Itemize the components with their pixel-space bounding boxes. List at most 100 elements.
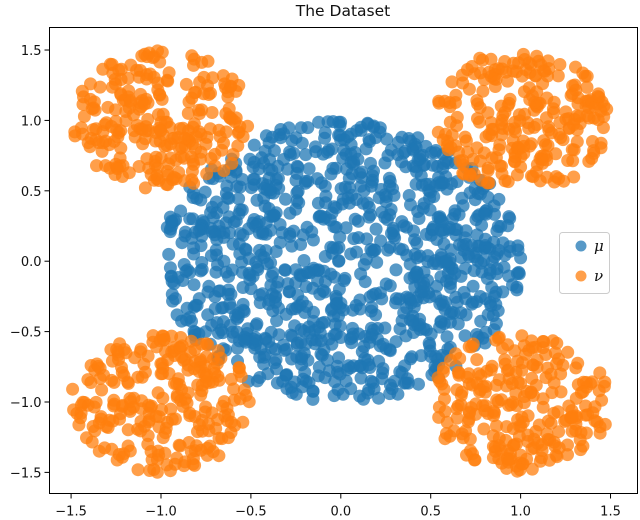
data-point-nu bbox=[170, 388, 184, 402]
data-point-nu bbox=[541, 139, 555, 152]
data-point-nu bbox=[436, 133, 450, 147]
data-point-mu bbox=[451, 317, 465, 331]
data-point-nu bbox=[511, 375, 525, 389]
data-point-nu bbox=[467, 167, 481, 181]
data-point-nu bbox=[95, 383, 109, 397]
data-point-nu bbox=[142, 46, 156, 60]
data-point-nu bbox=[138, 365, 152, 379]
data-point-mu bbox=[312, 360, 326, 374]
data-point-nu bbox=[450, 402, 464, 416]
data-point-nu bbox=[586, 135, 599, 148]
data-point-nu bbox=[576, 375, 590, 389]
data-point-nu bbox=[241, 119, 255, 133]
data-point-nu bbox=[123, 94, 137, 107]
data-point-mu bbox=[409, 294, 423, 308]
data-point-mu bbox=[395, 215, 409, 229]
data-point-mu bbox=[379, 195, 393, 209]
data-point-nu bbox=[227, 393, 241, 407]
data-point-nu bbox=[443, 100, 457, 114]
data-point-mu bbox=[270, 314, 284, 328]
data-point-mu bbox=[337, 143, 351, 157]
data-point-mu bbox=[187, 278, 201, 292]
data-point-nu bbox=[516, 47, 530, 61]
data-point-nu bbox=[476, 53, 489, 67]
data-point-mu bbox=[270, 376, 284, 390]
data-point-nu bbox=[121, 423, 135, 437]
data-point-nu bbox=[587, 146, 601, 160]
data-point-mu bbox=[440, 274, 453, 288]
data-point-nu bbox=[123, 404, 137, 418]
data-point-mu bbox=[273, 218, 287, 231]
data-point-mu bbox=[299, 280, 313, 294]
data-point-nu bbox=[112, 448, 126, 461]
data-point-nu bbox=[576, 385, 590, 399]
data-point-nu bbox=[185, 49, 199, 63]
data-point-mu bbox=[295, 136, 309, 150]
data-point-nu bbox=[182, 95, 196, 109]
data-point-mu bbox=[510, 283, 524, 297]
data-point-nu bbox=[77, 90, 90, 104]
data-point-mu bbox=[424, 350, 438, 363]
data-point-mu bbox=[270, 280, 284, 294]
data-point-nu bbox=[135, 94, 149, 108]
data-point-nu bbox=[86, 123, 100, 137]
data-point-mu bbox=[373, 339, 387, 353]
data-point-mu bbox=[354, 371, 368, 385]
data-point-nu bbox=[187, 58, 200, 72]
data-point-mu bbox=[305, 225, 319, 239]
data-point-nu bbox=[462, 367, 476, 381]
data-point-nu bbox=[202, 88, 216, 101]
data-point-mu bbox=[334, 182, 348, 196]
data-point-nu bbox=[151, 76, 165, 90]
data-point-nu bbox=[461, 63, 474, 76]
data-point-mu bbox=[299, 174, 313, 188]
data-point-mu bbox=[481, 308, 495, 322]
data-point-mu bbox=[380, 132, 394, 146]
data-point-mu bbox=[255, 151, 268, 165]
data-point-nu bbox=[482, 127, 496, 141]
data-point-mu bbox=[374, 234, 388, 248]
data-point-nu bbox=[519, 63, 533, 77]
data-point-nu bbox=[227, 382, 241, 396]
data-point-mu bbox=[175, 236, 189, 250]
data-point-nu bbox=[232, 361, 246, 375]
data-point-mu bbox=[225, 263, 239, 277]
data-point-nu bbox=[215, 432, 229, 446]
data-point-mu bbox=[287, 224, 301, 238]
data-point-mu bbox=[375, 205, 389, 219]
data-point-nu bbox=[481, 106, 495, 120]
data-point-mu bbox=[387, 229, 401, 243]
data-point-nu bbox=[114, 141, 128, 155]
data-point-mu bbox=[271, 159, 285, 173]
data-point-mu bbox=[310, 172, 324, 186]
data-point-mu bbox=[421, 255, 435, 269]
data-point-mu bbox=[185, 314, 198, 328]
data-point-nu bbox=[165, 412, 179, 426]
data-point-nu bbox=[543, 453, 556, 467]
x-tick-label: 0.0 bbox=[330, 505, 351, 520]
data-point-nu bbox=[66, 382, 80, 396]
data-point-mu bbox=[406, 314, 419, 328]
data-point-nu bbox=[173, 439, 187, 453]
data-point-mu bbox=[289, 263, 303, 277]
data-point-nu bbox=[541, 414, 555, 428]
data-point-nu bbox=[513, 463, 527, 477]
data-point-nu bbox=[547, 106, 561, 119]
data-point-nu bbox=[549, 170, 563, 184]
data-point-nu bbox=[93, 372, 107, 385]
data-point-nu bbox=[482, 176, 496, 190]
data-point-nu bbox=[168, 457, 182, 471]
data-point-mu bbox=[489, 317, 503, 331]
data-point-mu bbox=[405, 350, 419, 364]
data-point-mu bbox=[399, 329, 413, 343]
data-point-mu bbox=[352, 231, 365, 245]
data-point-nu bbox=[443, 115, 457, 129]
data-point-mu bbox=[187, 247, 201, 261]
data-point-nu bbox=[526, 170, 540, 184]
data-point-nu bbox=[554, 367, 568, 381]
data-point-nu bbox=[156, 391, 170, 405]
data-point-nu bbox=[105, 354, 119, 368]
data-point-mu bbox=[233, 247, 247, 261]
data-point-mu bbox=[289, 302, 302, 316]
data-point-mu bbox=[389, 263, 403, 277]
